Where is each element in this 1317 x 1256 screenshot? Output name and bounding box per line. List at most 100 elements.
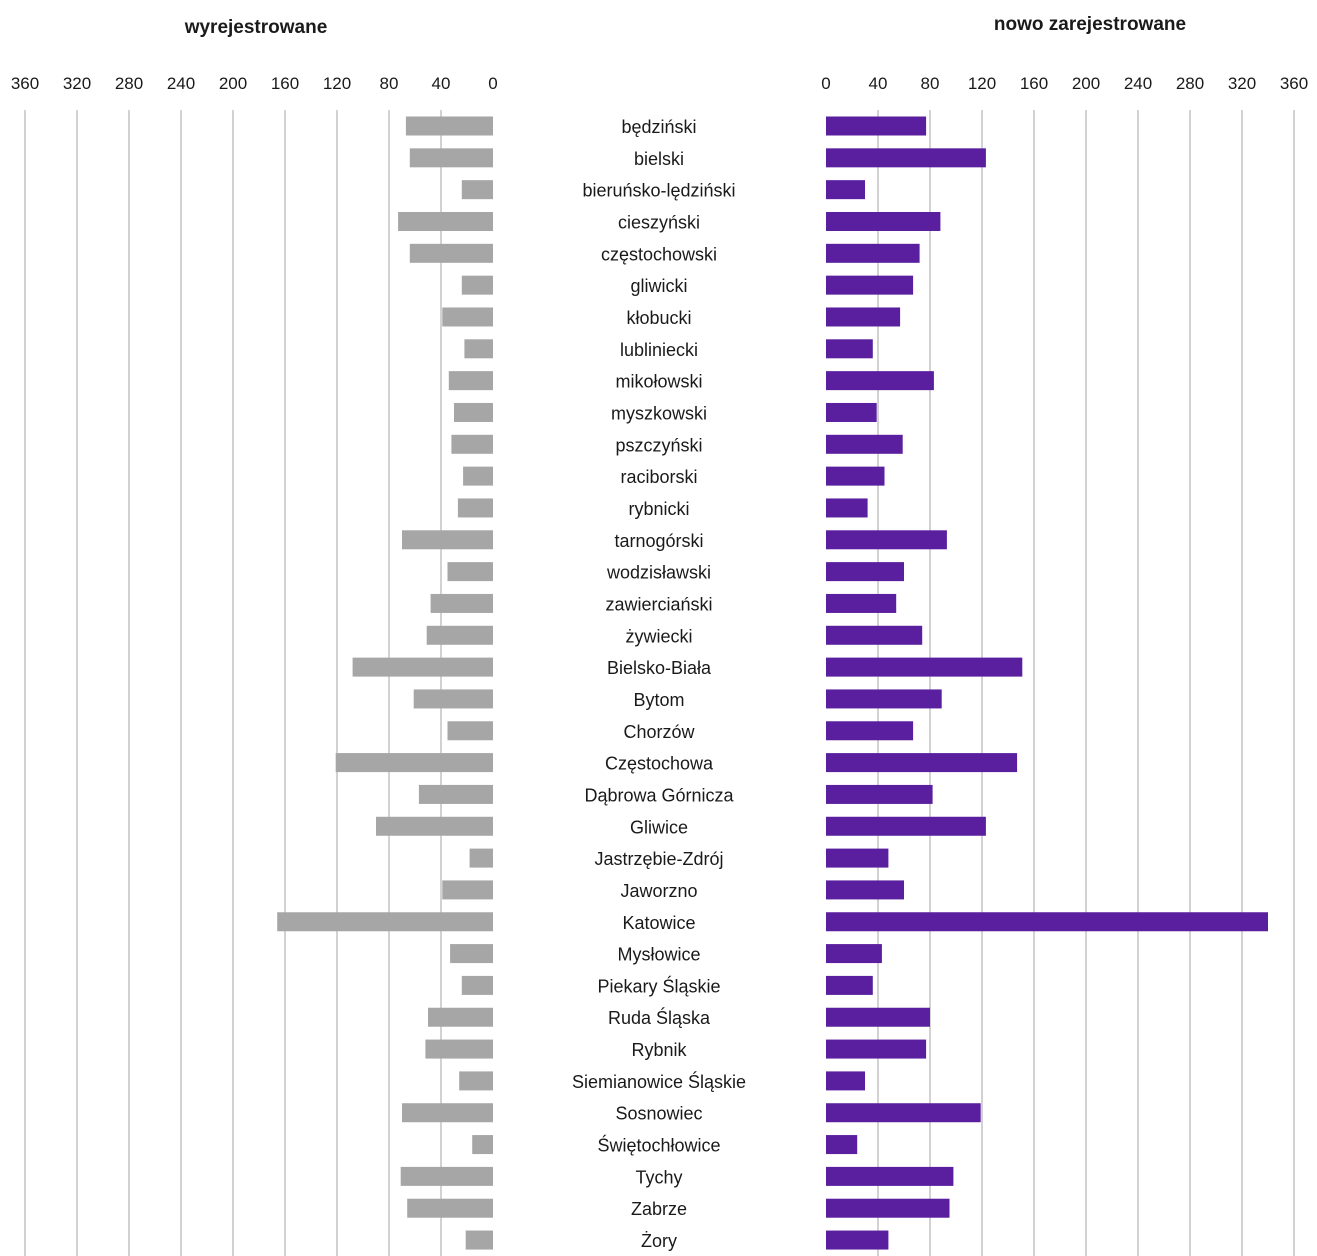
bar-wyrejestrowane: [409, 148, 493, 168]
bar-wyrejestrowane: [402, 1103, 493, 1123]
bar-nowo-zarejestrowane: [826, 1071, 865, 1091]
bar-nowo-zarejestrowane: [826, 975, 873, 995]
left-bars: [277, 116, 493, 1250]
category-label: Rybnik: [631, 1040, 687, 1060]
bar-nowo-zarejestrowane: [826, 1198, 950, 1218]
category-label: bieruńsko-lędziński: [582, 181, 735, 201]
category-label: Żory: [641, 1231, 677, 1251]
left-axis-tick-label: 200: [219, 74, 247, 93]
category-label: myszkowski: [611, 403, 707, 423]
category-label: zawierciański: [605, 594, 712, 614]
category-label: Zabrze: [631, 1199, 687, 1219]
right-axis-tick-label: 200: [1072, 74, 1100, 93]
bar-wyrejestrowane: [461, 975, 493, 995]
category-label: pszczyński: [615, 435, 702, 455]
bar-wyrejestrowane: [376, 816, 493, 836]
category-label: wodzisławski: [606, 563, 711, 583]
left-axis-tick-label: 280: [115, 74, 143, 93]
bar-nowo-zarejestrowane: [826, 402, 877, 422]
bar-wyrejestrowane: [465, 1230, 493, 1250]
bar-nowo-zarejestrowane: [826, 657, 1023, 677]
right-gridlines: [877, 110, 1295, 1256]
category-label: lubliniecki: [620, 340, 698, 360]
bar-nowo-zarejestrowane: [826, 148, 986, 168]
category-label: Ruda Śląska: [608, 1007, 711, 1028]
bar-nowo-zarejestrowane: [826, 944, 882, 964]
bar-wyrejestrowane: [461, 180, 493, 200]
bar-nowo-zarejestrowane: [826, 1007, 930, 1027]
bar-wyrejestrowane: [469, 848, 493, 868]
category-label: cieszyński: [618, 212, 700, 232]
bar-wyrejestrowane: [409, 243, 493, 263]
right-axis-ticks: 0 40 80 120 160 200 240 280 320 360: [821, 74, 1308, 93]
category-label: żywiecki: [625, 626, 692, 646]
category-label: kłobucki: [626, 308, 691, 328]
right-axis-tick-label: 0: [821, 74, 830, 93]
bar-wyrejestrowane: [418, 784, 493, 804]
category-label: bielski: [634, 149, 684, 169]
category-label: częstochowski: [601, 244, 717, 264]
bar-wyrejestrowane: [450, 944, 493, 964]
bar-wyrejestrowane: [398, 211, 493, 231]
left-axis-tick-label: 240: [167, 74, 195, 93]
bar-nowo-zarejestrowane: [826, 912, 1268, 932]
category-label: tarnogórski: [614, 531, 703, 551]
bar-nowo-zarejestrowane: [826, 593, 897, 613]
bar-nowo-zarejestrowane: [826, 307, 901, 327]
category-label: mikołowski: [615, 372, 702, 392]
bar-nowo-zarejestrowane: [826, 848, 889, 868]
category-label: Chorzów: [623, 722, 695, 742]
bar-nowo-zarejestrowane: [826, 530, 947, 550]
left-gridlines: [24, 110, 442, 1256]
bar-nowo-zarejestrowane: [826, 116, 927, 136]
bar-nowo-zarejestrowane: [826, 562, 904, 582]
bar-nowo-zarejestrowane: [826, 721, 914, 741]
bar-nowo-zarejestrowane: [826, 275, 914, 295]
bar-wyrejestrowane: [454, 402, 493, 422]
category-label: gliwicki: [630, 276, 687, 296]
left-axis-tick-label: 320: [63, 74, 91, 93]
bar-wyrejestrowane: [352, 657, 493, 677]
bar-wyrejestrowane: [463, 466, 493, 486]
bar-nowo-zarejestrowane: [826, 180, 865, 200]
right-axis-tick-label: 120: [968, 74, 996, 93]
category-label: Tychy: [635, 1167, 682, 1187]
category-label: Bielsko-Biała: [607, 658, 712, 678]
bar-nowo-zarejestrowane: [826, 880, 904, 900]
bar-nowo-zarejestrowane: [826, 498, 868, 518]
bar-nowo-zarejestrowane: [826, 339, 873, 359]
category-label: Świętochłowice: [597, 1135, 720, 1156]
bar-wyrejestrowane: [442, 880, 493, 900]
category-label: Bytom: [633, 690, 684, 710]
bar-wyrejestrowane: [461, 275, 493, 295]
bar-wyrejestrowane: [430, 593, 493, 613]
right-axis-tick-label: 360: [1280, 74, 1308, 93]
bar-wyrejestrowane: [425, 1039, 493, 1059]
bar-nowo-zarejestrowane: [826, 243, 920, 263]
left-axis-tick-label: 360: [11, 74, 39, 93]
category-label: będziński: [621, 117, 696, 137]
bar-nowo-zarejestrowane: [826, 466, 885, 486]
bar-wyrejestrowane: [457, 498, 493, 518]
left-axis-tick-label: 40: [432, 74, 451, 93]
bar-nowo-zarejestrowane: [826, 1230, 889, 1250]
bar-wyrejestrowane: [447, 562, 493, 582]
category-label: Sosnowiec: [615, 1104, 702, 1124]
bar-nowo-zarejestrowane: [826, 1135, 858, 1155]
category-label: Jastrzębie-Zdrój: [594, 849, 723, 869]
category-labels: będziński bielski bieruńsko-lędziński ciesz…: [572, 117, 746, 1251]
category-label: rybnicki: [628, 499, 689, 519]
right-axis-tick-label: 40: [869, 74, 888, 93]
bar-nowo-zarejestrowane: [826, 625, 923, 645]
bar-wyrejestrowane: [335, 753, 493, 773]
bar-wyrejestrowane: [428, 1007, 493, 1027]
bar-wyrejestrowane: [277, 912, 493, 932]
category-label: Katowice: [622, 913, 695, 933]
category-label: Piekary Śląskie: [597, 975, 720, 996]
right-bars: [826, 116, 1268, 1250]
right-axis-tick-label: 160: [1020, 74, 1048, 93]
bar-wyrejestrowane: [451, 434, 493, 454]
bar-nowo-zarejestrowane: [826, 211, 941, 231]
right-axis-tick-label: 80: [921, 74, 940, 93]
bar-wyrejestrowane: [407, 1198, 493, 1218]
